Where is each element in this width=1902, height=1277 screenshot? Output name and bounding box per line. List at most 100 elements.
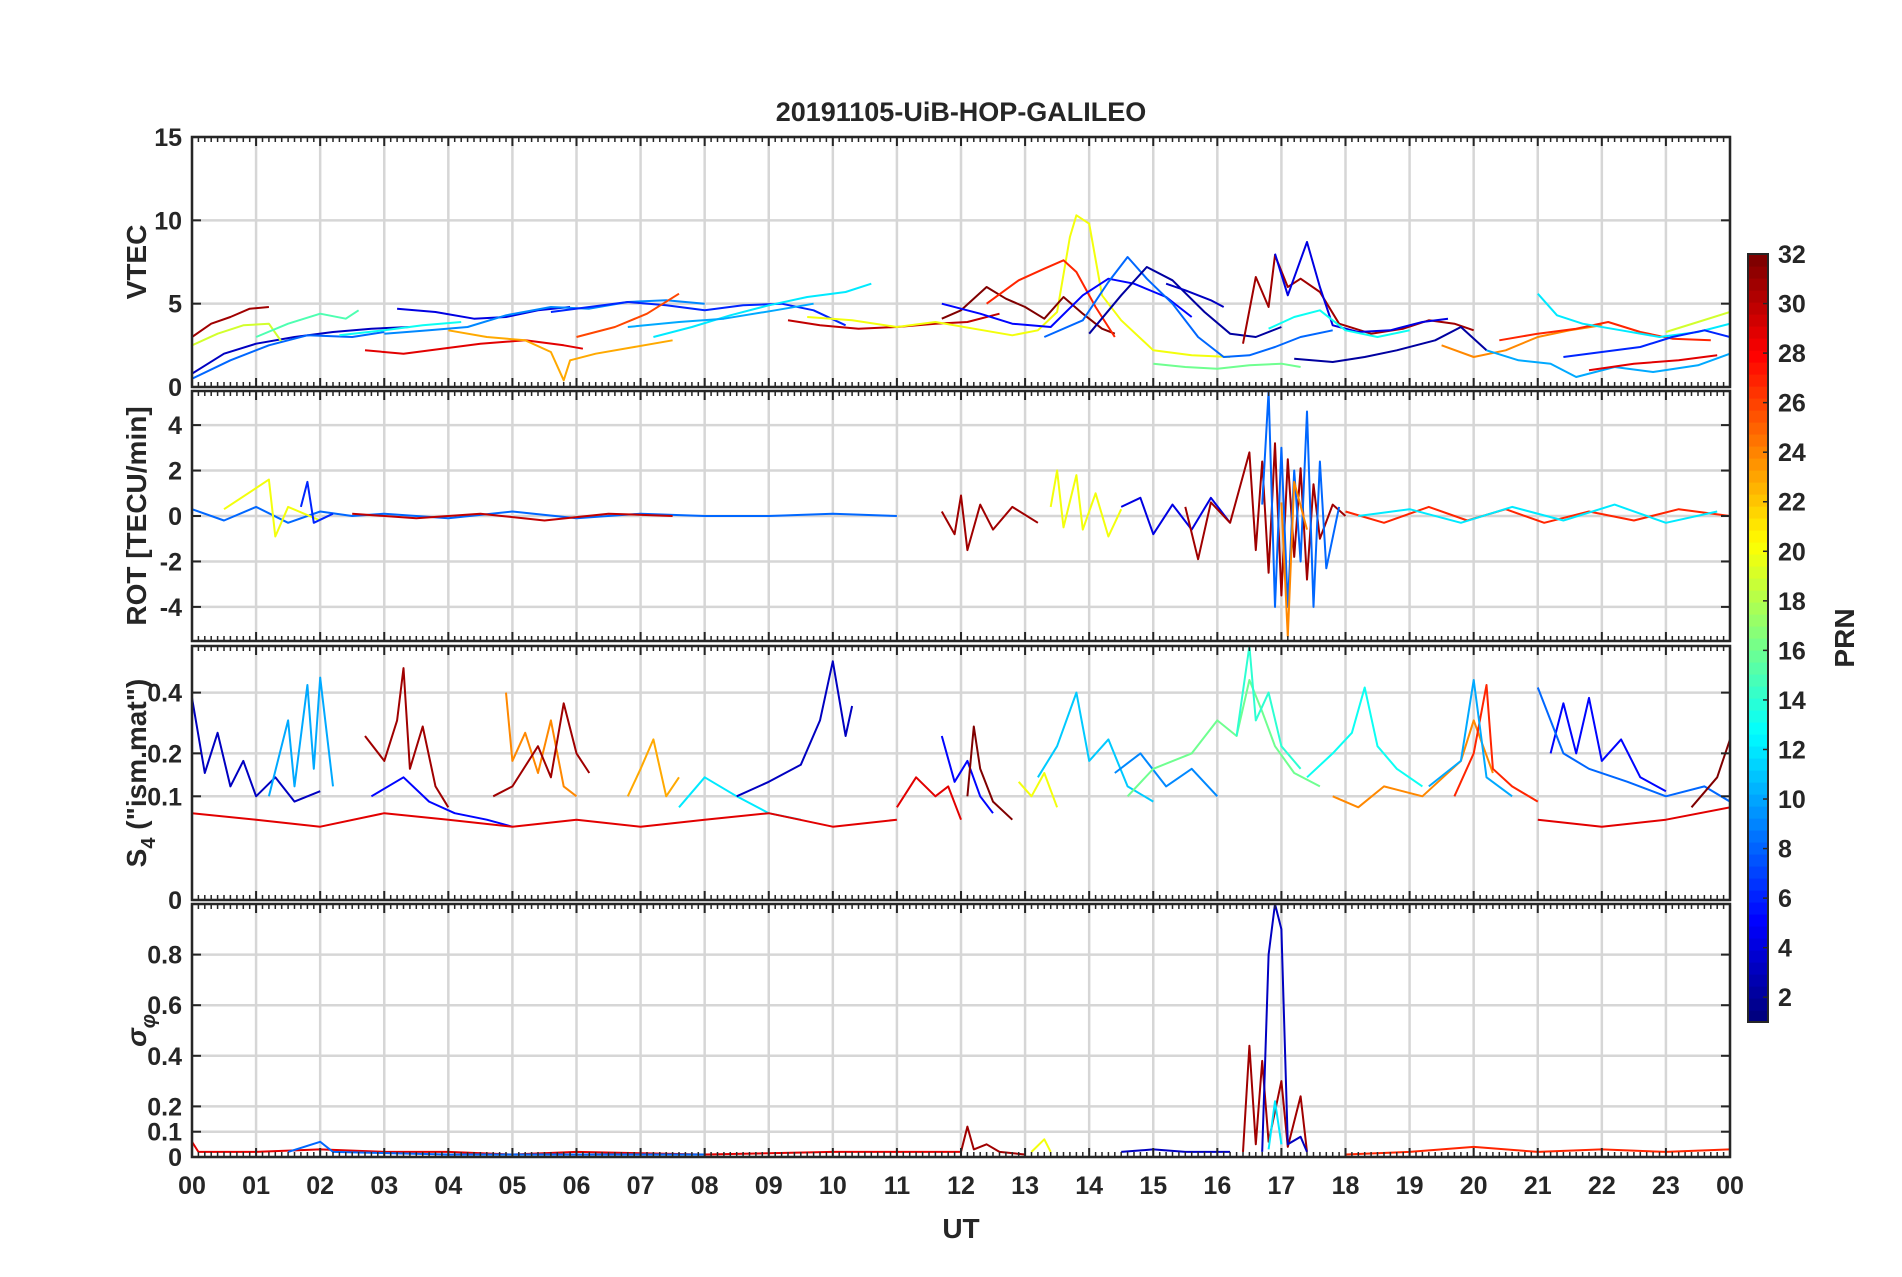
series-prn-31: [960, 1125, 1026, 1156]
colorbar-segment: [1748, 266, 1768, 279]
series-prn-27: [1499, 321, 1711, 342]
colorbar-segment: [1748, 722, 1768, 735]
colorbar-tick-label: 4: [1778, 935, 1792, 963]
series-prn-9: [1114, 752, 1219, 797]
y-tick-label: 5: [168, 291, 182, 319]
colorbar-segment: [1748, 506, 1768, 519]
colorbar-segment: [1748, 566, 1768, 579]
colorbar-segment: [1748, 626, 1768, 639]
colorbar-segment: [1748, 998, 1768, 1011]
x-minor-ticks: [197, 137, 1725, 387]
colorbar-tick-label: 24: [1778, 439, 1806, 467]
series-prn-12: [1267, 1100, 1283, 1150]
series-prn-3: [1165, 282, 1225, 308]
series-prn-29: [1537, 806, 1730, 828]
y-tick-label: 0.8: [147, 942, 182, 970]
chart-title: 20191105-UiB-HOP-GALILEO: [776, 97, 1147, 127]
series-prn-5: [940, 735, 994, 814]
series-prn-20: [1049, 469, 1123, 538]
colorbar-tick-label: 2: [1778, 984, 1792, 1012]
colorbar-segment: [1748, 662, 1768, 675]
y-tick-label: 15: [154, 124, 182, 152]
series-prn-23: [626, 738, 680, 798]
colorbar-tick-label: 8: [1778, 836, 1792, 864]
colorbar-segment: [1748, 434, 1768, 447]
colorbar-segment: [1748, 830, 1768, 843]
colorbar-tick-label: 22: [1778, 489, 1806, 517]
series-prn-3: [736, 660, 854, 798]
series-prn-6: [550, 301, 847, 327]
colorbar-segment: [1748, 350, 1768, 363]
colorbar-segment: [1748, 914, 1768, 927]
series-prn-12: [1358, 503, 1718, 524]
series-prn-32: [941, 286, 1116, 335]
series-prn-31: [492, 702, 591, 798]
colorbar-segment: [1748, 638, 1768, 651]
colorbar-tick-label: 12: [1778, 736, 1806, 764]
y-axis-label-rot: ROT [TECU/min]: [121, 406, 152, 625]
colorbar-segment: [1748, 314, 1768, 327]
panel-s4: 0 0.1 0.2 0.4S4 ("ism.mat"): [121, 644, 1732, 915]
series-prn-12: [678, 776, 801, 821]
colorbar-segment: [1748, 866, 1768, 879]
series-prn-31: [940, 494, 1039, 552]
series-prn-3: [192, 697, 321, 803]
x-tick-label: 13: [1011, 1172, 1039, 1200]
series-group: [192, 646, 1730, 828]
x-tick-label: 17: [1268, 1172, 1296, 1200]
colorbar-segment: [1748, 782, 1768, 795]
colorbar-segment: [1748, 290, 1768, 303]
colorbar-segment: [1748, 1010, 1768, 1023]
series-prn-8: [1043, 256, 1333, 358]
series-prn-30: [352, 512, 673, 522]
series-prn-20: [1030, 1138, 1052, 1153]
series-prn-29: [364, 339, 584, 355]
y-tick-label: 2: [168, 458, 182, 486]
x-tick-label: 00: [1716, 1172, 1744, 1200]
x-tick-label: 06: [563, 1172, 591, 1200]
colorbar-frame: [1747, 253, 1769, 1023]
colorbar-segment: [1748, 494, 1768, 507]
series-prn-3: [1261, 904, 1308, 1153]
x-tick-label: 22: [1588, 1172, 1616, 1200]
series-prn-16: [1153, 362, 1301, 370]
x-tick-label: 16: [1203, 1172, 1231, 1200]
colorbar-segment: [1748, 962, 1768, 975]
series-prn-6: [299, 480, 334, 524]
colorbar-tick-label: 16: [1778, 637, 1806, 665]
y-tick-label: 0.2: [147, 1093, 182, 1121]
series-prn-5: [370, 776, 513, 828]
colorbar-tick-label: 28: [1778, 340, 1806, 368]
series-prn-10: [1486, 349, 1730, 378]
colorbar-segment: [1748, 278, 1768, 291]
colorbar-segment: [1748, 602, 1768, 615]
panel-sigma_phi: 00.10.2 0.4 0.6 0.8 σφ: [121, 902, 1732, 1172]
colorbar-tick-label: 20: [1778, 538, 1806, 566]
series-prn-27: [1453, 684, 1539, 803]
series-prn-11: [1037, 691, 1154, 803]
colorbar-segment: [1748, 410, 1768, 423]
colorbar-tick-label: 14: [1778, 687, 1806, 715]
series-prn-23: [448, 329, 673, 382]
colorbar-segment: [1748, 578, 1768, 591]
series-prn-8: [192, 505, 897, 524]
y-tick-label: 0.6: [147, 992, 182, 1020]
colorbar-segment: [1748, 806, 1768, 819]
series-prn-3: [192, 326, 410, 375]
series-prn-24: [1280, 480, 1308, 638]
x-tick-label: 08: [691, 1172, 719, 1200]
x-tick-label: 10: [819, 1172, 847, 1200]
series-prn-5: [1549, 696, 1667, 793]
series-group: [192, 391, 1730, 638]
y-tick-label: 0.1: [147, 783, 182, 811]
series-prn-8: [1536, 687, 1730, 803]
colorbar-tick-label: 10: [1778, 786, 1806, 814]
colorbar-segment: [1748, 950, 1768, 963]
y-tick-label: 0: [168, 887, 182, 915]
series-prn-19: [1665, 311, 1730, 333]
y-axis-label-vtec: VTEC: [121, 225, 152, 300]
colorbar-tick-label: 30: [1778, 291, 1806, 319]
colorbar-segment: [1748, 818, 1768, 831]
series-prn-10: [1428, 679, 1513, 798]
